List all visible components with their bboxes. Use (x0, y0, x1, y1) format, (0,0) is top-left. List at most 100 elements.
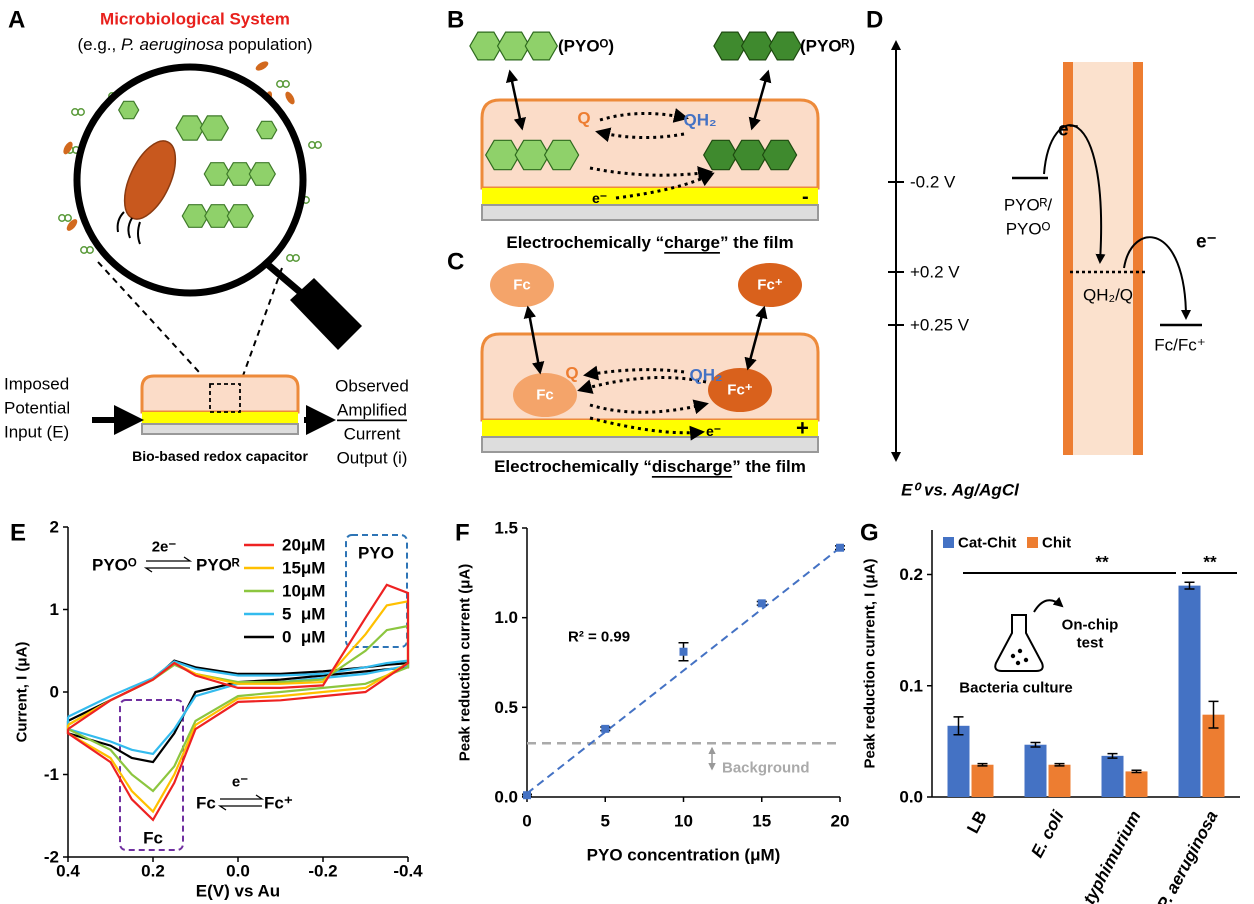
x-tick-label: 0.0 (226, 862, 250, 881)
hexagon (496, 31, 531, 61)
bar (947, 725, 970, 797)
hexagon (469, 31, 503, 61)
hexagon (761, 139, 798, 171)
legend-label: Chit (1042, 535, 1071, 552)
zoom-box (209, 383, 241, 413)
text-part: (e.g., (77, 35, 120, 54)
equation-electron: e⁻ (232, 774, 248, 791)
x-tick-label: -0.2 (308, 862, 337, 881)
bacterium (255, 61, 269, 71)
error-bar (953, 716, 964, 736)
bacterium-dot (77, 108, 85, 116)
hexagon (703, 139, 739, 171)
output-label: Observed (335, 377, 409, 396)
species-label: Fc⁺ (727, 382, 753, 399)
error-bar (1208, 700, 1219, 729)
region-box (119, 699, 184, 851)
fc-oval (490, 263, 554, 307)
data-point (601, 724, 610, 733)
y-tick-label: 0.0 (494, 788, 518, 807)
data-point (757, 599, 766, 608)
mediator-label: Q (577, 109, 590, 128)
x-tick-label: 10 (674, 812, 693, 831)
fit-annotation: R² = 0.99 (568, 629, 630, 646)
culture-dot (1010, 653, 1016, 659)
significance-mark: ** (1203, 553, 1217, 572)
x-tick-label: E. coli (1027, 806, 1068, 860)
electrode-base (481, 436, 819, 453)
bacterium-dot (292, 254, 300, 262)
fit-line (526, 546, 841, 795)
zoom-line (239, 267, 283, 385)
flagellum (116, 211, 125, 233)
x-tick-label: LB (963, 808, 990, 837)
panel-caption: Electrochemically “discharge” the film (494, 457, 806, 476)
culture-dot (1023, 657, 1029, 663)
panel-label: G (860, 520, 879, 547)
panel-label: D (866, 7, 883, 34)
bacterium (123, 140, 177, 220)
panel-caption: Electrochemically “charge” the film (506, 233, 793, 252)
equilibrium-arrow (220, 794, 265, 800)
y-tick-label: 2 (50, 518, 59, 537)
legend-label: Cat-Chit (958, 535, 1016, 552)
hexagon (248, 162, 276, 186)
dotted-arrow (589, 416, 705, 441)
dotted-arrow (599, 108, 689, 123)
y-axis-title: Peak reduction current, I (μA) (862, 558, 879, 768)
electron-label: e⁻ (706, 423, 721, 439)
legend-swatch (943, 537, 954, 548)
couple-label: QH₂/Q (1083, 286, 1133, 305)
error-bar (1131, 769, 1142, 774)
dotted-arrow (583, 365, 685, 381)
capacitor-caption: Bio-based redox capacitor (132, 448, 308, 464)
region-label: Fc (143, 829, 163, 848)
panel-label: A (8, 7, 25, 34)
equation-electron: 2e⁻ (152, 539, 177, 556)
y-axis-title: Current, I (μA) (14, 642, 31, 743)
capacitor-film (140, 374, 300, 414)
y-tick-label: 0.2 (899, 565, 923, 584)
hexagon (256, 120, 278, 140)
culture-dot (1017, 648, 1023, 654)
electron-label: e⁻ (1196, 232, 1217, 253)
transfer-arrow (1043, 124, 1106, 264)
transfer-arrow (1123, 236, 1191, 320)
legend-label: 15μM (282, 559, 325, 578)
legend-label: 5 μM (282, 605, 325, 624)
region-label: PYO (358, 544, 394, 563)
input-label: Potential (4, 399, 70, 418)
hexagon (204, 204, 232, 228)
text-part: ” the film (732, 457, 806, 476)
flow-arrow (1033, 596, 1064, 613)
legend-label: 20μM (282, 536, 325, 555)
hexagon (485, 139, 521, 171)
panel-label: C (447, 249, 464, 276)
arrow (748, 69, 772, 131)
species-label: Fc (536, 387, 554, 404)
flagellum (137, 221, 141, 245)
y-tick-label: 0.5 (494, 698, 518, 717)
error-bar (1054, 762, 1065, 767)
bacterium-dot (282, 80, 290, 88)
error-bar (977, 762, 988, 767)
culture-dot (1015, 660, 1021, 666)
y-tick-label: 0.0 (899, 788, 923, 807)
species-label: (PYOᴼ) (558, 37, 614, 56)
bar (1125, 771, 1148, 797)
annotation: test (1077, 635, 1104, 652)
species-label: Fc⁺ (757, 277, 783, 294)
y-tick-label: -1 (44, 765, 59, 784)
bacterium (66, 219, 78, 231)
y-tick-label: 0.1 (899, 676, 923, 695)
y-axis-title: Peak reduction current (μA) (457, 564, 474, 762)
panel-label: F (455, 520, 470, 547)
x-tick-label: 5 (601, 812, 610, 831)
arrow (523, 305, 545, 375)
electrode-layer (482, 188, 818, 205)
error-bar (1030, 741, 1041, 748)
fcp-oval (738, 263, 802, 307)
potential-label: +0.25 V (910, 316, 970, 335)
text-part: population) (224, 35, 313, 54)
dotted-arrow (589, 166, 713, 182)
